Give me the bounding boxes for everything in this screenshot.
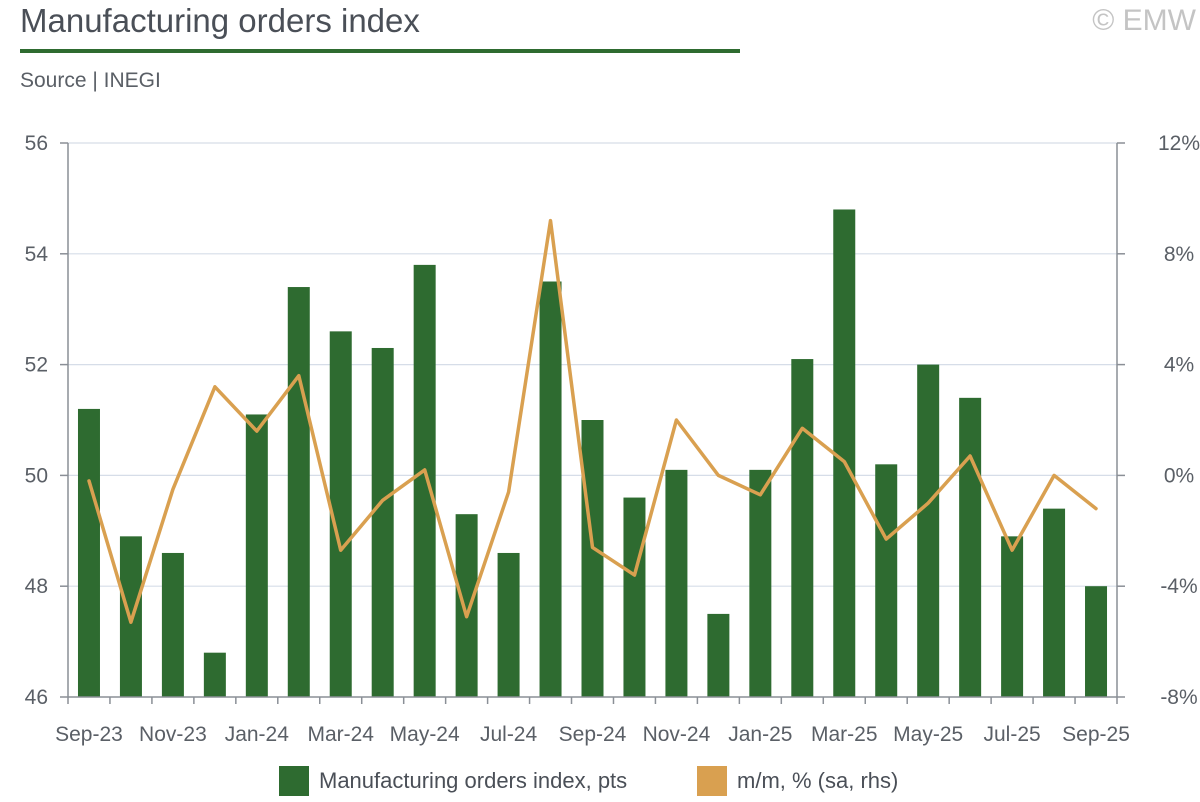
left-tick-label-54: 54 bbox=[25, 243, 49, 266]
left-tick-label-48: 48 bbox=[25, 575, 48, 598]
bar-may-25 bbox=[917, 364, 940, 697]
x-tick-label-sep-24: Sep-24 bbox=[559, 723, 627, 746]
line-point-aug-24 bbox=[550, 220, 552, 222]
line-point-jun-24 bbox=[466, 616, 468, 618]
legend-swatch-line bbox=[697, 766, 727, 796]
chart-title: Manufacturing orders index bbox=[20, 2, 420, 39]
bar-aug-24 bbox=[539, 281, 562, 697]
right-tick-label-0pct: 0% bbox=[1164, 464, 1194, 487]
bar-jan-25 bbox=[749, 469, 772, 697]
x-tick-label-may-25: May-25 bbox=[893, 723, 963, 746]
bar-dec-23 bbox=[203, 652, 226, 697]
bar-jul-25 bbox=[1001, 536, 1024, 697]
line-point-may-25 bbox=[927, 502, 929, 504]
bar-dec-24 bbox=[707, 613, 730, 697]
legend-label-bars: Manufacturing orders index, pts bbox=[319, 768, 628, 793]
legend-swatch-bars bbox=[279, 766, 309, 796]
line-point-mar-25 bbox=[843, 461, 845, 463]
line-point-jul-25 bbox=[1011, 549, 1013, 551]
x-tick-label-mar-24: Mar-24 bbox=[307, 723, 374, 746]
line-point-mar-24 bbox=[340, 549, 342, 551]
line-point-jul-24 bbox=[508, 491, 510, 493]
bar-mar-25 bbox=[833, 209, 856, 698]
bar-feb-24 bbox=[287, 287, 310, 697]
line-point-jan-25 bbox=[759, 494, 761, 496]
bar-jun-24 bbox=[455, 514, 478, 697]
left-tick-label-52: 52 bbox=[25, 354, 48, 377]
line-point-aug-25 bbox=[1053, 474, 1055, 476]
legend: Manufacturing orders index, pts m/m, % (… bbox=[0, 762, 1200, 802]
x-tick-label-jul-24: Jul-24 bbox=[480, 723, 538, 746]
x-tick-label-jul-25: Jul-25 bbox=[983, 723, 1040, 746]
bar-sep-24 bbox=[581, 420, 604, 697]
right-tick-label-8pct: 8% bbox=[1164, 243, 1194, 266]
bar-apr-25 bbox=[875, 464, 898, 697]
bar-feb-25 bbox=[791, 359, 814, 697]
bar-nov-23 bbox=[161, 552, 184, 697]
chart-area: 46 48 50 52 54 56 -8% -4% 0% 4% 8% 12% Sep-23 Nov-23 J… bbox=[25, 132, 1200, 746]
legend-item-bars[interactable]: Manufacturing orders index, pts bbox=[279, 766, 627, 796]
bar-nov-24 bbox=[665, 469, 688, 697]
line-point-feb-25 bbox=[801, 427, 803, 429]
right-tick-label-4pct: 4% bbox=[1164, 354, 1194, 377]
x-tick-label-sep-25: Sep-25 bbox=[1062, 723, 1130, 746]
bar-jan-24 bbox=[245, 414, 268, 697]
line-point-apr-24 bbox=[382, 499, 384, 501]
line-point-oct-24 bbox=[633, 574, 635, 576]
bar-oct-24 bbox=[623, 497, 646, 697]
legend-item-line[interactable]: m/m, % (sa, rhs) bbox=[697, 766, 898, 796]
x-tick-label-nov-23: Nov-23 bbox=[139, 723, 207, 746]
bar-sep-25 bbox=[1085, 586, 1108, 697]
left-tick-label-46: 46 bbox=[25, 686, 48, 709]
title-underline bbox=[20, 49, 740, 53]
legend-label-line: m/m, % (sa, rhs) bbox=[737, 768, 899, 793]
source-label: Source | INEGI bbox=[20, 69, 161, 92]
line-point-oct-23 bbox=[130, 621, 132, 623]
line-point-sep-25 bbox=[1095, 508, 1097, 510]
bar-may-24 bbox=[413, 264, 436, 697]
line-point-feb-24 bbox=[298, 375, 300, 377]
line-point-may-24 bbox=[424, 469, 426, 471]
line-series bbox=[87, 218, 1098, 624]
bar-jul-24 bbox=[497, 552, 520, 697]
line-point-jan-24 bbox=[256, 430, 258, 432]
line-point-dec-23 bbox=[214, 386, 216, 388]
right-tick-label--8pct: -8% bbox=[1160, 686, 1197, 709]
line-point-sep-23 bbox=[88, 480, 90, 482]
x-tick-label-may-24: May-24 bbox=[390, 723, 460, 746]
right-tick-label-12pct: 12% bbox=[1158, 132, 1200, 155]
x-tick-label-nov-24: Nov-24 bbox=[643, 723, 711, 746]
copyright-label: © EMW bbox=[1092, 4, 1196, 37]
bar-mar-24 bbox=[329, 331, 352, 697]
bar-sep-23 bbox=[77, 408, 100, 697]
bar-jun-25 bbox=[959, 397, 982, 697]
left-tick-label-56: 56 bbox=[25, 132, 48, 155]
right-tick-label--4pct: -4% bbox=[1160, 575, 1197, 598]
bar-aug-25 bbox=[1043, 508, 1066, 697]
left-tick-label-50: 50 bbox=[25, 464, 48, 487]
x-tick-label-mar-25: Mar-25 bbox=[811, 723, 878, 746]
line-point-dec-24 bbox=[717, 474, 719, 476]
line-point-sep-24 bbox=[592, 546, 593, 548]
line-point-nov-24 bbox=[675, 419, 677, 421]
x-tick-label-jan-24: Jan-24 bbox=[225, 723, 290, 746]
x-tick-label-jan-25: Jan-25 bbox=[728, 723, 792, 746]
tick-labels: 46 48 50 52 54 56 -8% -4% 0% 4% 8% 12% Sep-23 Nov-23 J… bbox=[25, 132, 1200, 746]
line-point-nov-23 bbox=[172, 488, 174, 490]
line-point-jun-25 bbox=[969, 455, 971, 457]
axes bbox=[60, 142, 1125, 704]
x-tick-label-sep-23: Sep-23 bbox=[55, 723, 123, 746]
line-point-apr-25 bbox=[885, 538, 887, 540]
bar-series bbox=[77, 209, 1108, 698]
bar-apr-24 bbox=[371, 347, 394, 697]
